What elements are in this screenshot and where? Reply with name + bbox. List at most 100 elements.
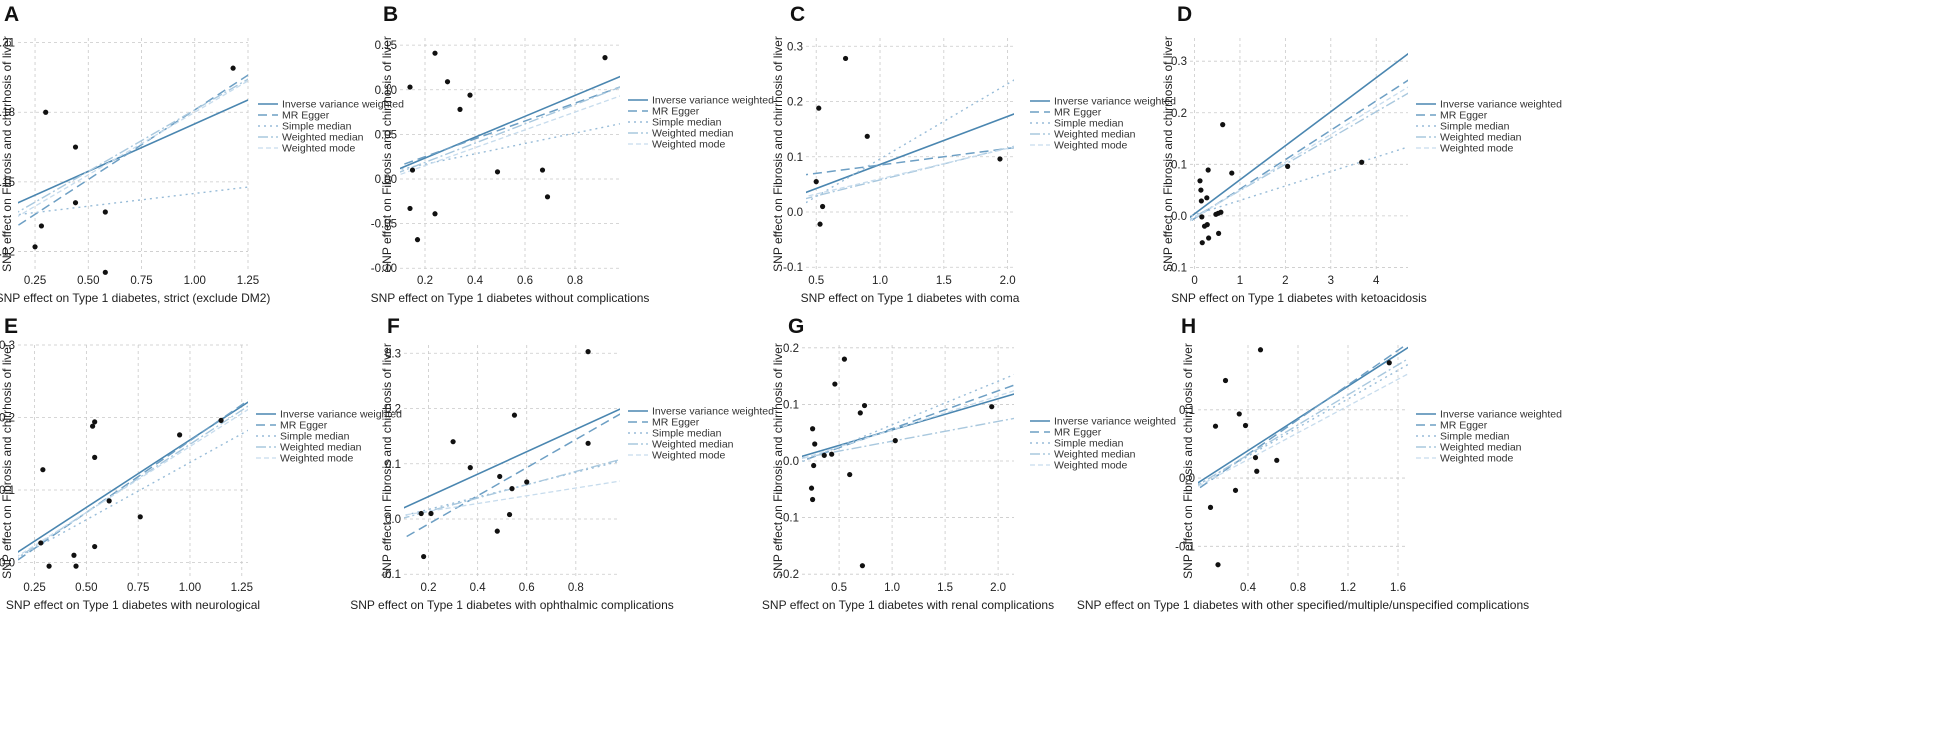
panel-g-line-weighted-median bbox=[802, 417, 1014, 459]
panel-c-point-3 bbox=[819, 203, 826, 210]
panel-b-legend-label-mr-egger: MR Egger bbox=[652, 106, 700, 118]
panel-d-point-16 bbox=[1285, 163, 1291, 169]
panel-h-line-weighted-mode bbox=[1198, 373, 1408, 487]
panel-d-line-weighted-mode bbox=[1190, 86, 1408, 222]
panel-e-point-4 bbox=[73, 563, 79, 569]
panel-b-point-5 bbox=[432, 211, 438, 217]
panel-h-xlabel: SNP effect on Type 1 diabetes with other… bbox=[1077, 598, 1529, 612]
panel-b-line-weighted-median bbox=[400, 86, 620, 173]
panel-f-ytick-label-2: 0.1 bbox=[385, 459, 401, 471]
panel-e-legend-label-mr-egger: MR Egger bbox=[280, 420, 328, 432]
panel-h-point-9 bbox=[1257, 347, 1264, 353]
panel-e-ylabel: SNP effect on Fibrosis and chirrhosis of… bbox=[0, 343, 14, 579]
panel-g-xtick-label-0: 0.5 bbox=[831, 582, 847, 594]
panel-g-xtick-label-3: 2.0 bbox=[990, 582, 1006, 594]
panel-f-ytick-label-4: 0.3 bbox=[385, 348, 401, 360]
panel-h-line-mr-egger bbox=[1198, 345, 1407, 490]
panel-c-ytick-label-1: 0.0 bbox=[787, 207, 803, 219]
panel-d-ytick-label-0: -0.1 bbox=[1167, 262, 1187, 274]
panel-f-point-3 bbox=[450, 439, 456, 445]
panel-a-legend-label-simple-median: Simple median bbox=[282, 121, 352, 133]
panel-c-legend-label-mr-egger: MR Egger bbox=[1054, 107, 1102, 119]
panel-b: 0.2 0.4 0.6 0.8-0.10-0.050.000.050.100.15SN… bbox=[371, 3, 775, 305]
panel-h-point-11 bbox=[1386, 360, 1392, 366]
panel-f-legend-label-weighted-median: Weighted median bbox=[652, 439, 734, 451]
panel-d-legend-label-ivw: Inverse variance weighted bbox=[1440, 99, 1562, 111]
panel-d-xtick-label-1: 1 bbox=[1237, 275, 1243, 287]
panel-h-legend-label-weighted-mode: Weighted mode bbox=[1440, 453, 1514, 465]
panel-d-point-0 bbox=[1197, 178, 1203, 184]
panel-c-xtick-label-0: 0.5 bbox=[808, 275, 824, 287]
panel-e-line-simple-median bbox=[18, 429, 248, 559]
panel-f-point-1 bbox=[421, 553, 427, 560]
panel-e-ytick-label-3: 0.3 bbox=[0, 340, 15, 352]
panel-d-lines bbox=[1190, 52, 1408, 223]
panel-g-point-1 bbox=[810, 426, 816, 432]
panel-d-legend-label-simple-median: Simple median bbox=[1440, 121, 1510, 133]
panel-a-line-mr-egger bbox=[18, 74, 248, 227]
panel-g-ytick-label-1: -0.1 bbox=[779, 513, 799, 525]
panel-a-xtick-label-4: 1.25 bbox=[237, 275, 259, 287]
panel-g-point-4 bbox=[812, 441, 818, 447]
panel-e-line-ivw bbox=[18, 401, 248, 553]
panel-c-ytick-label-3: 0.2 bbox=[787, 97, 803, 109]
panel-e-ytick-label-1: 0.1 bbox=[0, 485, 15, 497]
panel-g-legend-label-weighted-median: Weighted median bbox=[1054, 449, 1136, 461]
panel-h-point-2 bbox=[1215, 562, 1221, 568]
panel-e-point-7 bbox=[92, 454, 98, 460]
panel-f-point-9 bbox=[511, 412, 518, 418]
panel-h-point-8 bbox=[1254, 468, 1260, 474]
panel-d-line-weighted-median bbox=[1190, 92, 1408, 221]
panel-a-point-6 bbox=[102, 269, 108, 275]
panel-a-legend-label-mr-egger: MR Egger bbox=[282, 110, 330, 122]
panel-b-ytick-label-5: 0.15 bbox=[375, 40, 397, 52]
panel-h-legend-label-weighted-median: Weighted median bbox=[1440, 442, 1522, 454]
panel-a-point-3 bbox=[72, 144, 79, 150]
panel-d-letter: D bbox=[1177, 3, 1192, 26]
panel-c-xtick-label-3: 2.0 bbox=[1000, 275, 1016, 287]
panel-a-ytick-label-3: 0.21 bbox=[0, 38, 15, 50]
panel-c-letter: C bbox=[790, 3, 805, 26]
panel-f-ytick-label-1: 0.0 bbox=[385, 514, 401, 526]
panel-e-point-6 bbox=[92, 419, 98, 425]
panel-a-point-1 bbox=[38, 223, 45, 229]
panel-g-point-13 bbox=[892, 438, 898, 444]
panel-e-xtick-label-4: 1.25 bbox=[231, 582, 253, 594]
panel-a-line-weighted-median bbox=[18, 78, 248, 213]
panel-h-line-ivw bbox=[1198, 346, 1408, 484]
panel-c-lines bbox=[806, 79, 1014, 204]
panel-g-point-12 bbox=[861, 402, 868, 409]
panel-e-point-0 bbox=[38, 540, 44, 546]
panel-a-point-0 bbox=[32, 244, 38, 250]
panel-c-xtick-label-1: 1.0 bbox=[872, 275, 888, 287]
panel-f-point-7 bbox=[506, 511, 513, 518]
panel-a-xtick-label-1: 0.50 bbox=[77, 275, 99, 287]
panel-h-point-6 bbox=[1242, 422, 1249, 429]
panel-b-lines bbox=[400, 75, 620, 176]
panel-g-xlabel: SNP effect on Type 1 diabetes with renal… bbox=[762, 598, 1054, 612]
panel-f-legend-label-simple-median: Simple median bbox=[652, 428, 722, 440]
panel-e-line-weighted-mode bbox=[18, 408, 248, 557]
panel-f-point-5 bbox=[494, 528, 500, 534]
panel-a-point-2 bbox=[43, 109, 49, 115]
panel-e-letter: E bbox=[4, 315, 18, 338]
panel-c-legend-label-weighted-mode: Weighted mode bbox=[1054, 140, 1128, 152]
panel-d-line-simple-median bbox=[1190, 146, 1408, 218]
panel-g-line-ivw bbox=[802, 393, 1014, 458]
panel-a-lines bbox=[18, 74, 248, 227]
panel-f-xtick-label-1: 0.4 bbox=[470, 582, 487, 594]
panel-d-xtick-label-0: 0 bbox=[1191, 275, 1197, 287]
panel-d-ytick-label-4: 0.3 bbox=[1171, 56, 1187, 68]
panel-d-xtick-label-3: 3 bbox=[1328, 275, 1334, 287]
panel-b-point-9 bbox=[494, 169, 501, 175]
panel-h-point-10 bbox=[1274, 457, 1280, 463]
panel-h-lines bbox=[1198, 345, 1408, 490]
panel-a: 0.250.500.751.001.250.120.150.180.21SNP … bbox=[0, 3, 404, 305]
panel-f-xlabel: SNP effect on Type 1 diabetes with ophth… bbox=[350, 598, 674, 612]
panel-c-point-1 bbox=[816, 105, 822, 111]
panel-g-lines bbox=[802, 373, 1014, 463]
panel-c-ytick-label-2: 0.1 bbox=[787, 152, 803, 164]
panel-e-xtick-label-2: 0.75 bbox=[127, 582, 149, 594]
panel-g-ylabel: SNP effect on Fibrosis and chirrhosis of… bbox=[771, 343, 785, 579]
